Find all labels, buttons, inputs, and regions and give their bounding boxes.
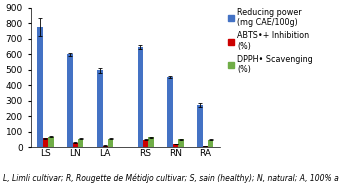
Bar — [97, 70, 103, 147]
Legend: Reducing power
(mg CAE/100g), ABTS•+ Inhibition
(%), DPPH• Scavenging
(%): Reducing power (mg CAE/100g), ABTS•+ Inh… — [228, 8, 313, 74]
Bar — [108, 139, 113, 147]
Bar — [43, 138, 48, 147]
Bar — [138, 47, 143, 147]
Bar — [148, 137, 154, 147]
Bar — [73, 143, 78, 147]
Bar — [203, 146, 208, 147]
Bar — [208, 140, 214, 147]
Bar — [48, 137, 54, 147]
Text: L, Limli cultivar; R, Rougette de Métidjo cultivar; S, sain (healthy); N, natura: L, Limli cultivar; R, Rougette de Métidj… — [3, 174, 339, 183]
Bar — [167, 77, 173, 147]
Bar — [178, 139, 184, 147]
Bar — [37, 27, 43, 147]
Bar — [78, 139, 83, 147]
Bar — [173, 144, 178, 147]
Bar — [143, 140, 148, 147]
Bar — [103, 146, 108, 147]
Bar — [197, 105, 203, 147]
Bar — [67, 54, 73, 147]
